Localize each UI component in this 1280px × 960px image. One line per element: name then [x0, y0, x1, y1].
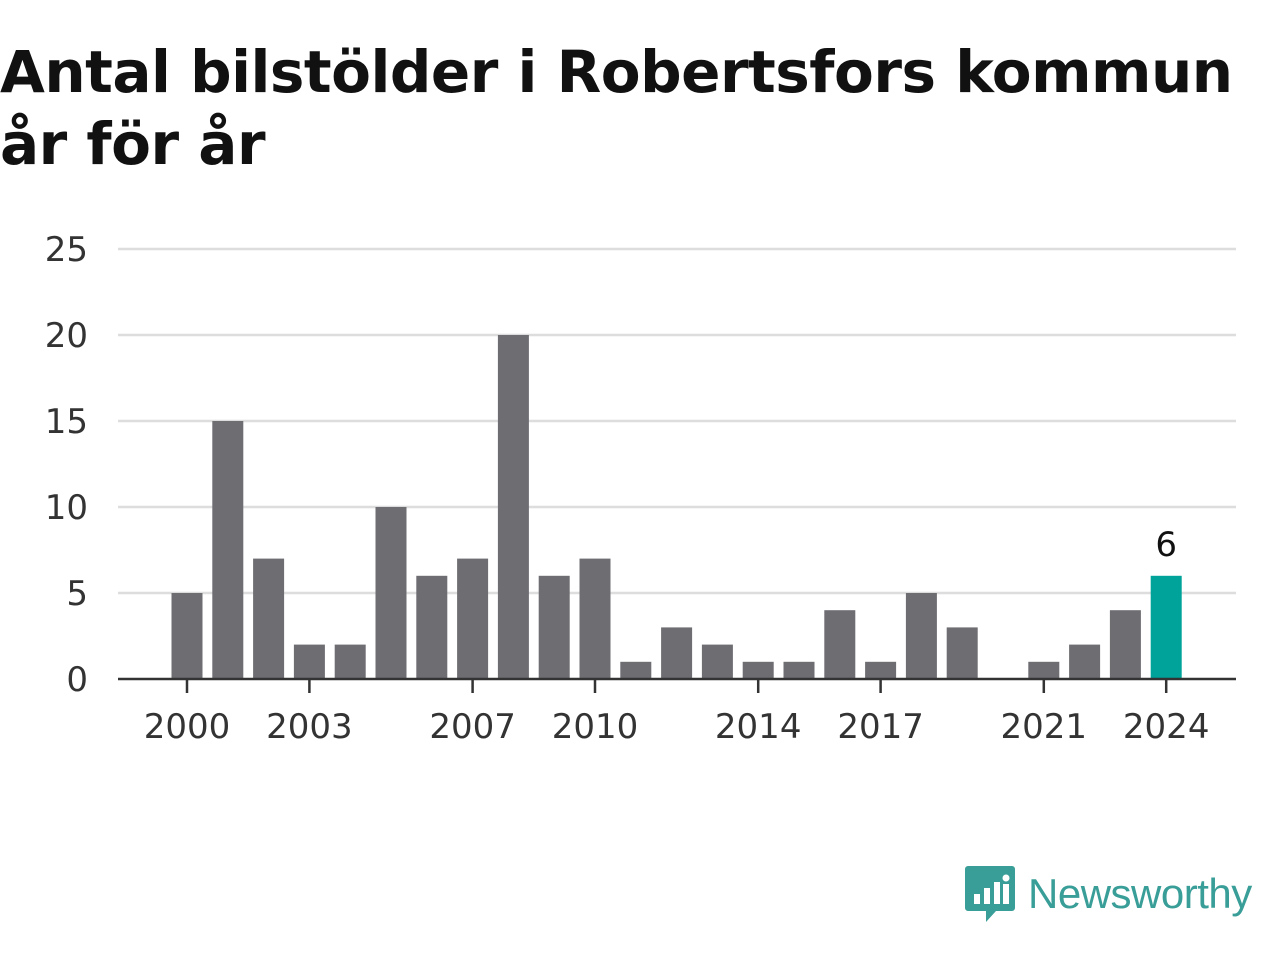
bar-2008 [497, 335, 529, 679]
data-label-highlight: 6 [1155, 525, 1177, 565]
bar-2011 [620, 661, 652, 679]
y-tick-label: 10 [45, 488, 88, 528]
y-tick-label: 25 [45, 230, 88, 270]
bar-2021 [1028, 661, 1060, 679]
newsworthy-logo-icon [965, 866, 1015, 922]
bar-2004 [334, 644, 366, 679]
y-tick-label: 15 [45, 402, 88, 442]
chart-title: Antal bilstölder i Robertsfors kommun år… [0, 38, 1233, 178]
bars [171, 335, 1182, 679]
x-tick-label: 2014 [715, 707, 802, 747]
bar-2013 [701, 644, 733, 679]
bar-2010 [579, 558, 611, 679]
bar-2012 [661, 627, 693, 679]
bar-2016 [824, 610, 856, 679]
bar-2015 [783, 661, 815, 679]
bar-2005 [375, 507, 407, 679]
brand-name: Newsworthy [1028, 870, 1252, 917]
y-tick-label: 0 [66, 660, 88, 700]
bar-2018 [905, 593, 937, 679]
y-tick-label: 20 [45, 316, 88, 356]
bar-2003 [293, 644, 325, 679]
x-tick-label: 2000 [144, 707, 231, 747]
bar-2000 [171, 593, 203, 679]
brand: Newsworthy [964, 864, 1252, 924]
y-tick-label: 5 [66, 574, 88, 614]
x-tick-label: 2017 [837, 707, 924, 747]
x-tick-labels: 2000 2003 2007 2010 2014 2017 2021 2024 [144, 707, 1210, 747]
bar-2007 [457, 558, 489, 679]
bar-2002 [253, 558, 285, 679]
x-tick-label: 2024 [1123, 707, 1210, 747]
x-tick-label: 2003 [266, 707, 353, 747]
bar-2006 [416, 575, 448, 679]
annotations: 6 [1155, 525, 1177, 565]
x-tick-label: 2010 [552, 707, 639, 747]
x-tick-label: 2007 [429, 707, 516, 747]
bar-2023 [1109, 610, 1141, 679]
y-tick-labels: 0 5 10 15 20 25 [45, 230, 88, 700]
bar-highlight-2024 [1150, 575, 1182, 679]
bar-2019 [946, 627, 978, 679]
bar-2022 [1069, 644, 1101, 679]
x-tick-label: 2021 [1001, 707, 1088, 747]
bar-2017 [865, 661, 897, 679]
bar-2001 [212, 421, 244, 679]
x-axis [118, 677, 1236, 693]
grid-lines [118, 247, 1236, 595]
bar-2014 [742, 661, 774, 679]
bar-2009 [538, 575, 570, 679]
